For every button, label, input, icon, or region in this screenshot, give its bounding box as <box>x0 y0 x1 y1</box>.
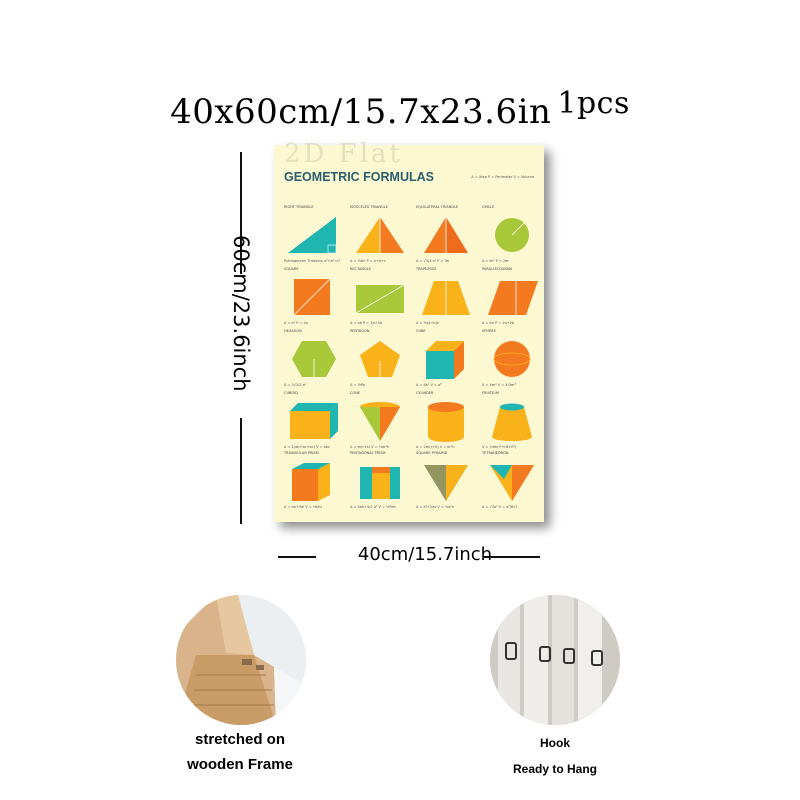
shape-label: HEXAGON <box>284 329 302 333</box>
shape-label: SQUARE PYRAMID <box>416 451 448 455</box>
shape-label: RECTANGLE <box>350 267 371 271</box>
shape-cell-pentagonal-prism: PENTAGONAL PRISM A = 5ah+5/2 a² V = ½Pah <box>350 451 416 521</box>
hook-caption-line1: Hook <box>540 736 570 750</box>
shape-cell-isosceles-triangle: ISOSCELES TRIANGLE A = ½bh P = a+b+c <box>350 205 416 275</box>
height-dimension-line-top <box>240 152 242 274</box>
shape-formula: A = ½(a+b)h <box>416 321 440 325</box>
shape-label: FRUSTUM <box>482 391 499 395</box>
shape-cell-hexagon: HEXAGON A = 3√3/2 a² <box>284 329 350 399</box>
square-pyramid-figure <box>424 465 468 501</box>
poster-legend: A = Area P = Perimeter V = Volume <box>471 175 534 179</box>
shape-formula: Pythagorean Theorem a²+b²=c² <box>284 259 341 263</box>
shape-formula: A = √3/4 a² P = 3a <box>416 259 449 263</box>
right-triangle-figure <box>288 217 337 254</box>
shape-label: CONE <box>350 391 361 395</box>
shape-label: CUBOID <box>284 391 298 395</box>
poster-title: GEOMETRIC FORMULAS <box>284 170 434 184</box>
cone-figure <box>360 402 400 441</box>
frame-caption-line1: stretched on <box>194 731 285 748</box>
pentagonal-prism-figure <box>360 467 400 499</box>
shape-formula: A = πr(r+s) V = ⅓πr²h <box>350 445 390 449</box>
shape-cell-tetrahedron: TETRAHEDRON A = √3a² V = a³/6√2 <box>482 451 548 521</box>
shape-cell-right-triangle: RIGHT TRIANGLE Pythagorean Theorem a²+b²… <box>284 205 350 275</box>
shape-label: CYLINDER <box>416 391 434 395</box>
shape-cell-parallelogram: PARALLELOGRAM A = bh P = 2a+2b <box>482 267 548 337</box>
shape-formula: V = ⅓πh(r²+rR+R²) <box>482 445 517 449</box>
height-dimension-line-bottom <box>240 418 242 524</box>
width-dimension-label: 40cm/15.7inch <box>357 544 493 565</box>
shape-label: ISOSCELES TRIANGLE <box>350 205 388 209</box>
shape-label: CUBE <box>416 329 426 333</box>
shape-cell-square-pyramid: SQUARE PYRAMID A = a²+2as V = ⅓a²h <box>416 451 482 521</box>
trapezoid-figure <box>422 281 470 315</box>
shape-formula: A = 6a² V = a³ <box>416 383 442 387</box>
shape-formula: A = 2πr(r+h) V = πr²h <box>416 445 455 449</box>
watermark: 2D Flat <box>284 139 403 169</box>
shape-formula: A = 3√3/2 a² <box>284 383 307 387</box>
pentagon-figure <box>360 341 400 377</box>
shape-formula: A = a²+2as V = ⅓a²h <box>416 505 455 509</box>
shape-cell-trapezoid: TRAPEZOID A = ½(a+b)h <box>416 267 482 337</box>
wooden-frame-photo <box>176 595 306 725</box>
shape-cell-cuboid: CUBOID A = 2(ab+bc+ac) V = abc <box>284 391 350 461</box>
square-figure <box>293 278 331 316</box>
hook-photo <box>490 595 620 725</box>
shape-label: TETRAHEDRON <box>482 451 509 455</box>
quantity-text: 1pcs <box>557 86 630 121</box>
shape-formula: A = 2(ab+bc+ac) V = abc <box>284 445 330 449</box>
shape-cell-cube: CUBE A = 6a² V = a³ <box>416 329 482 399</box>
hexagon-figure <box>292 341 336 377</box>
shape-cell-cylinder: CYLINDER A = 2πr(r+h) V = πr²h <box>416 391 482 461</box>
shape-cell-rectangle: RECTANGLE A = ab P = 2a+2b <box>350 267 416 337</box>
height-dimension-label: 60cm/23.6inch <box>229 235 253 392</box>
width-dimension-line-left <box>278 556 316 558</box>
isosceles-triangle-figure <box>356 217 404 253</box>
sphere-figure <box>493 341 531 377</box>
circle-figure <box>495 218 529 252</box>
size-text: 40x60cm/15.7x23.6in <box>170 92 552 132</box>
frustum-figure <box>492 403 532 441</box>
frame-caption-line2: wooden Frame <box>187 756 293 773</box>
shape-cell-circle: CIRCLE A = πr² P = 2πr <box>482 205 548 275</box>
shape-formula: A = 5ah+5/2 a² V = ½Pah <box>350 505 396 509</box>
shape-label: PENTAGON <box>350 329 370 333</box>
tetrahedron-figure <box>490 465 534 501</box>
equilateral-triangle-figure <box>424 217 468 253</box>
hook-caption-line2: Ready to Hang <box>512 762 597 776</box>
shape-formula: A = bh+3al V = ½bhl <box>284 505 322 509</box>
shape-cell-triangular-prism: TRIANGULAR PRISM A = bh+3al V = ½bhl <box>284 451 350 521</box>
shape-label: CIRCLE <box>482 205 495 209</box>
shape-cell-cone: CONE A = πr(r+s) V = ⅓πr²h <box>350 391 416 461</box>
shape-label: TRAPEZOID <box>416 267 437 271</box>
shape-cell-sphere: SPHERE A = 4πr² V = 4/3πr³ <box>482 329 548 399</box>
shape-label: RIGHT TRIANGLE <box>284 205 314 209</box>
triangular-prism-figure <box>292 463 330 501</box>
poster-canvas: 2D Flat GEOMETRIC FORMULAS A = Area P = … <box>274 139 544 522</box>
shape-label: EQUILATERAL TRIANGLE <box>416 205 459 209</box>
shape-formula: A = ½Pa <box>350 383 366 387</box>
parallelogram-figure <box>488 281 538 315</box>
shape-label: PENTAGONAL PRISM <box>350 451 386 455</box>
cube-figure <box>426 341 464 379</box>
shape-formula: A = πr² P = 2πr <box>482 259 509 263</box>
shape-cell-frustum: FRUSTUM V = ⅓πh(r²+rR+R²) <box>482 391 548 461</box>
cuboid-figure <box>290 403 338 439</box>
shape-formula: A = a² P = 4a <box>284 321 308 325</box>
cylinder-figure <box>428 402 464 442</box>
shape-label: SQUARE <box>284 267 299 271</box>
shape-formula: A = bh P = 2a+2b <box>482 321 515 325</box>
shape-formula: A = ab P = 2a+2b <box>350 321 383 325</box>
shape-label: SPHERE <box>482 329 496 333</box>
shape-cell-pentagon: PENTAGON A = ½Pa <box>350 329 416 399</box>
shape-formula: A = ½bh P = a+b+c <box>350 259 386 263</box>
shape-cell-equilateral-triangle: EQUILATERAL TRIANGLE A = √3/4 a² P = 3a <box>416 205 482 275</box>
width-dimension-line-right <box>484 556 540 558</box>
shape-label: PARALLELOGRAM <box>482 267 513 271</box>
shape-formula: A = 4πr² V = 4/3πr³ <box>482 383 516 387</box>
shape-cell-square: SQUARE A = a² P = 4a <box>284 267 350 337</box>
shape-formula: A = √3a² V = a³/6√2 <box>482 505 518 509</box>
shape-label: TRIANGULAR PRISM <box>284 451 319 455</box>
product-size-title: 40x60cm/15.7x23.6in 1pcs <box>0 86 800 132</box>
rectangle-figure <box>355 284 405 314</box>
